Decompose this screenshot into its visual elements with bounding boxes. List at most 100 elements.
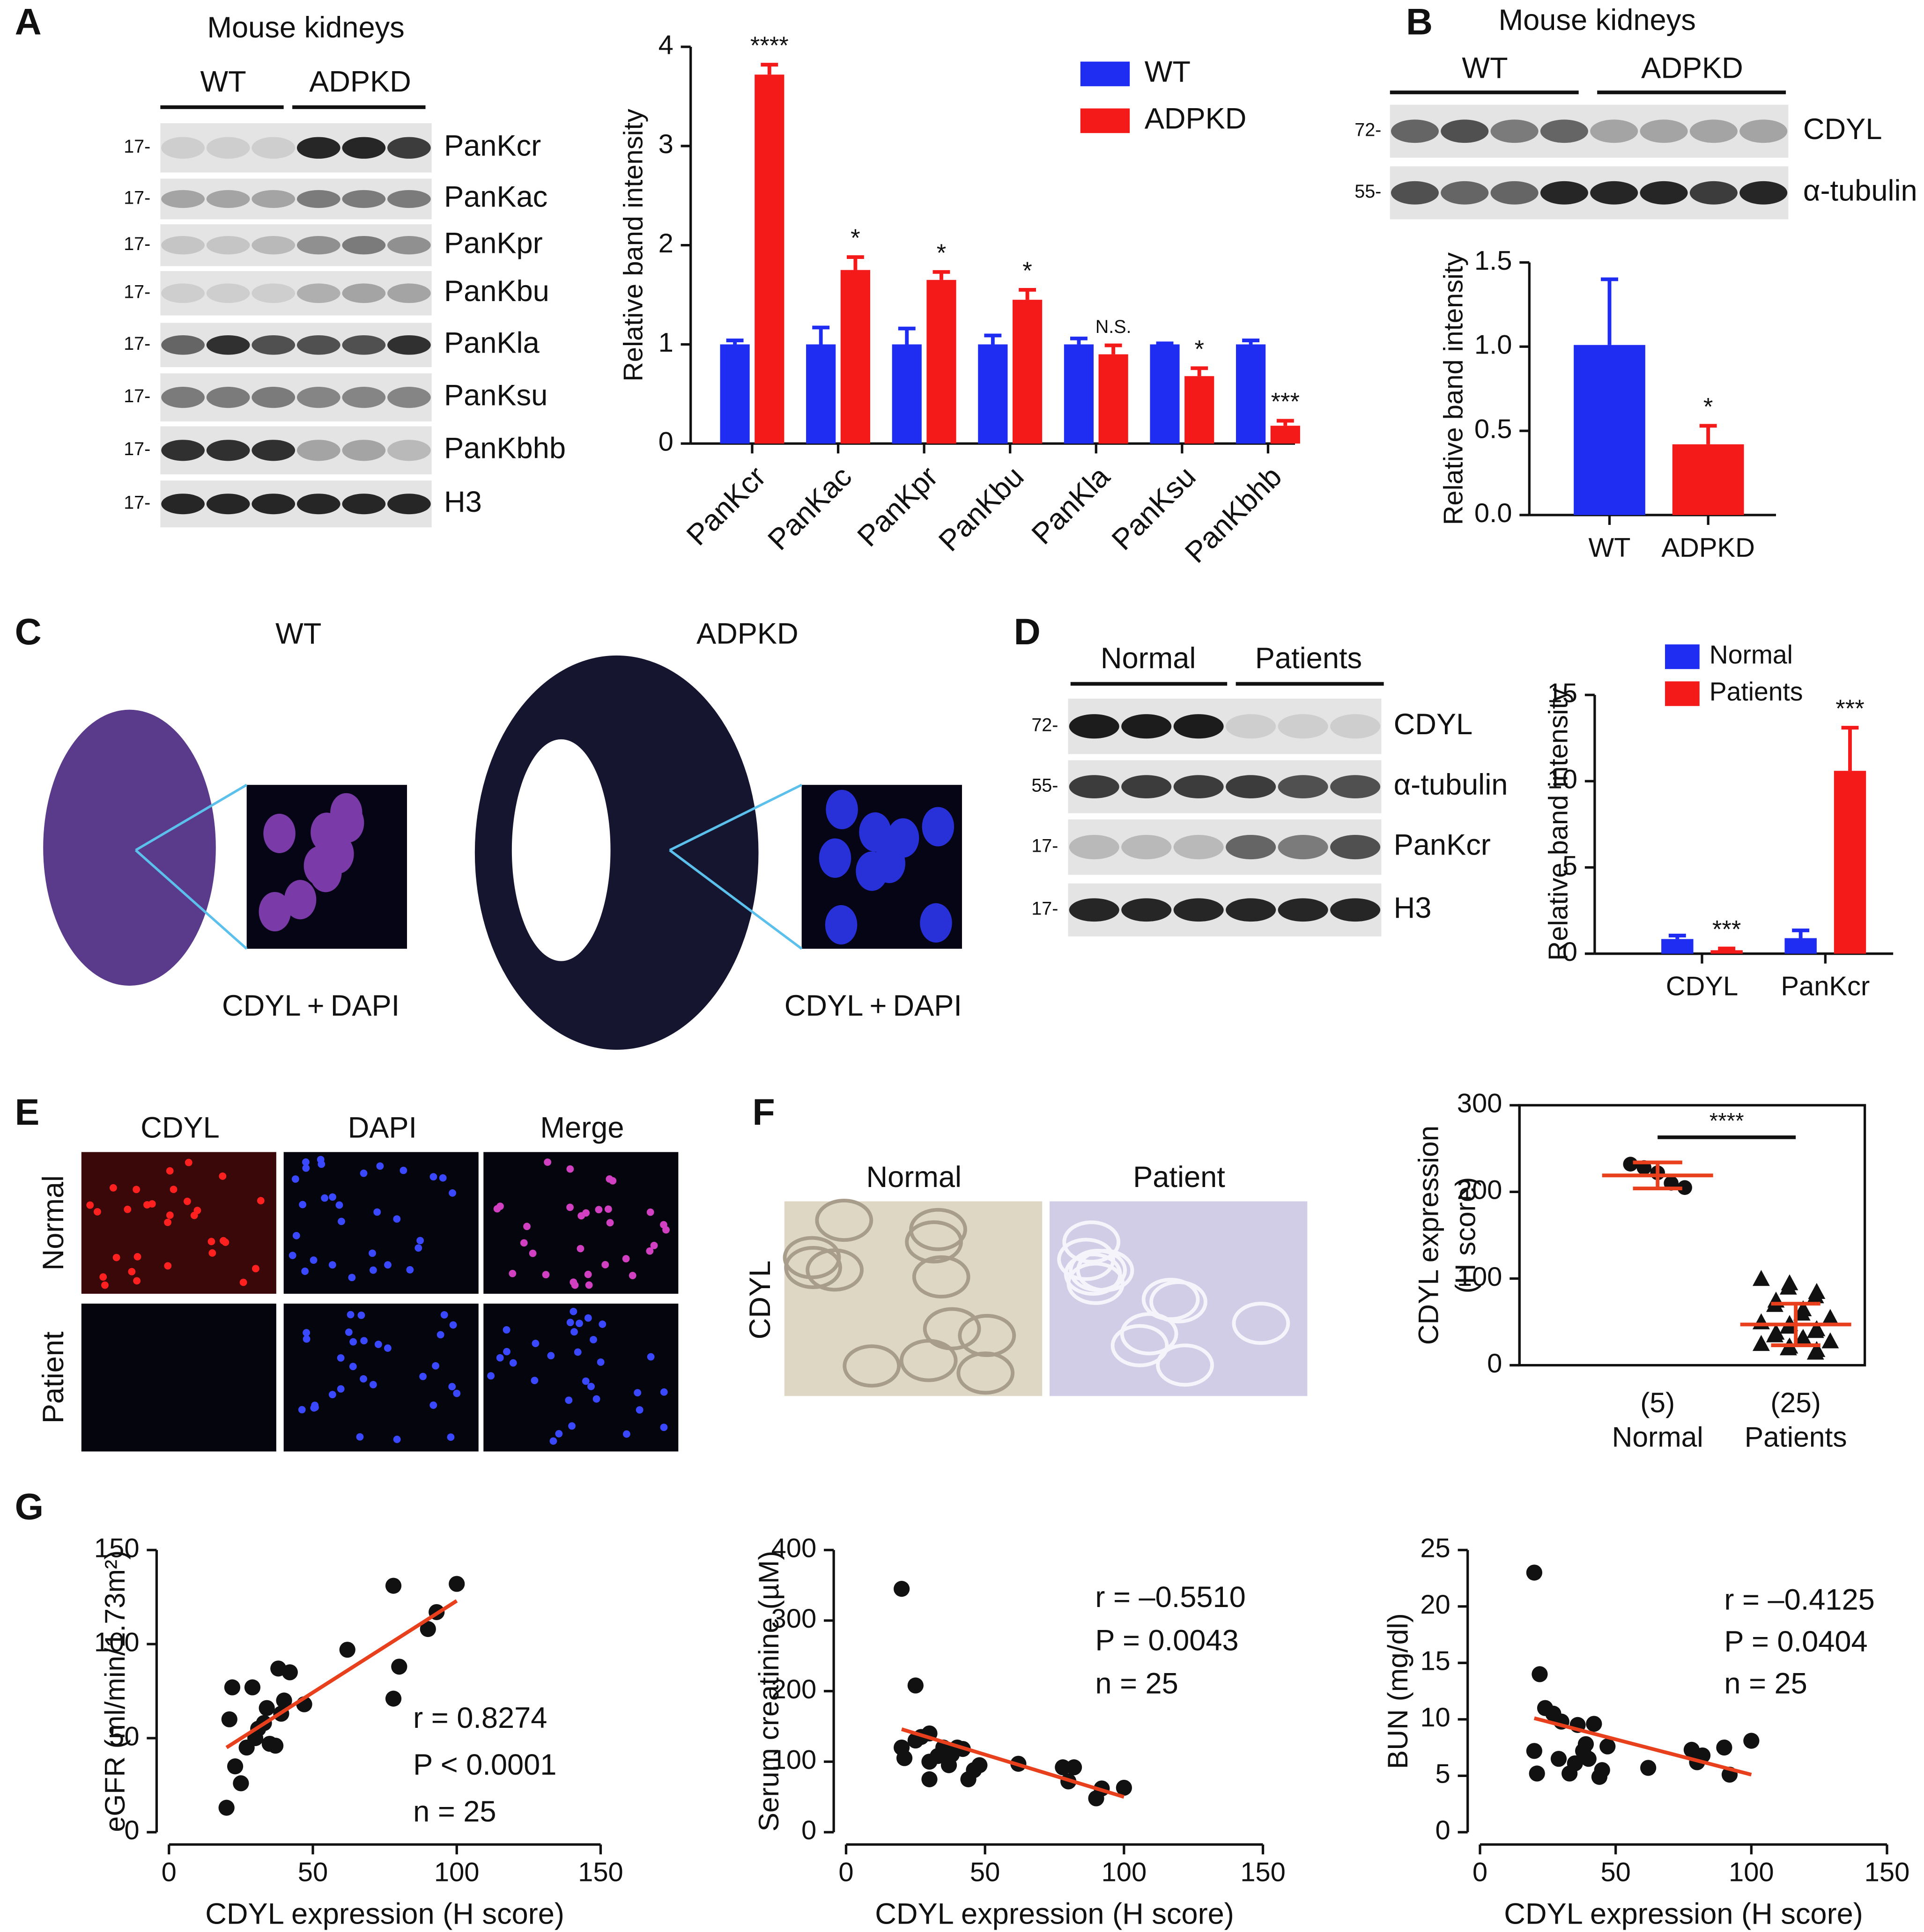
data-point: [1793, 1330, 1811, 1347]
x-tick-label: 0: [162, 1858, 177, 1888]
data-point: [1526, 1743, 1542, 1759]
panel-letter: D: [1014, 611, 1041, 652]
blot-band: [1689, 181, 1738, 205]
blot-band: [387, 387, 431, 408]
blot-band: [161, 335, 205, 355]
y-tick-label: 3: [659, 129, 673, 159]
blot-band: [1278, 835, 1328, 860]
cell: [184, 1197, 191, 1205]
mw-marker: 17-: [124, 282, 150, 302]
x-tick-label: PanKpr: [851, 460, 944, 553]
inset-pointer: [669, 783, 802, 852]
blot-band: [1069, 714, 1119, 739]
cell: [437, 1331, 444, 1339]
blot-band: [387, 440, 431, 461]
significance: *: [1703, 393, 1713, 420]
cell: [453, 1389, 461, 1397]
cell: [303, 1329, 311, 1337]
cell: [400, 1166, 407, 1174]
cell: [636, 1406, 644, 1414]
data-point: [1550, 1751, 1567, 1767]
blot-band: [1391, 119, 1439, 143]
y-tick-label: 200: [1457, 1175, 1502, 1205]
mw-marker: 72-: [1031, 715, 1058, 736]
band-label: PanKcr: [444, 129, 541, 162]
cyst: [511, 739, 611, 961]
mw-marker: 17-: [1031, 899, 1058, 919]
mw-marker: 72-: [1354, 120, 1381, 140]
significance: *: [851, 224, 860, 252]
x-tick-label: 0: [1473, 1858, 1487, 1888]
cell: [660, 1221, 667, 1229]
cell: [292, 1231, 300, 1239]
annotation: n = 25: [1095, 1667, 1178, 1700]
fit-line: [1533, 1716, 1752, 1777]
micrograph: [81, 1303, 276, 1452]
cell: [310, 1256, 318, 1264]
cell: [220, 1237, 227, 1245]
cell: [252, 1265, 259, 1273]
mw-marker: 17-: [124, 493, 150, 513]
fit-line: [225, 1599, 458, 1749]
significance: ***: [1271, 388, 1300, 416]
cell: [360, 1169, 368, 1177]
blot-band: [161, 283, 205, 303]
cell: [291, 1175, 299, 1183]
blot-band: [1278, 714, 1328, 739]
cell: [590, 1336, 597, 1343]
y-tick-label: 0: [124, 1815, 139, 1845]
mw-marker: 17-: [124, 187, 150, 208]
significance: *: [1022, 257, 1032, 285]
nucleus: [856, 851, 888, 891]
cell: [623, 1430, 630, 1438]
annotation: n = 25: [413, 1795, 496, 1828]
cell: [302, 1164, 310, 1172]
x-tick-label: (25): [1770, 1386, 1821, 1418]
row-label: CDYL: [744, 1261, 777, 1339]
tissue: [1066, 1261, 1125, 1305]
blot-band: [252, 335, 296, 355]
cell: [571, 1281, 579, 1289]
cell: [532, 1340, 540, 1347]
x-tick-label: PanKla: [1025, 460, 1116, 551]
bar: [926, 280, 956, 444]
nucleus: [825, 905, 858, 945]
x-tick-label: (5): [1640, 1386, 1675, 1418]
blot-band: [296, 137, 340, 159]
bar: [1150, 344, 1180, 444]
cell: [584, 1270, 592, 1278]
bar: [978, 344, 1008, 444]
blot-band: [161, 190, 205, 208]
blot-band: [1590, 119, 1638, 143]
cell: [604, 1205, 612, 1213]
blot-band: [387, 283, 431, 303]
cell: [629, 1272, 636, 1279]
legend-label: Patients: [1709, 677, 1803, 706]
blot-band: [1330, 775, 1381, 799]
y-tick-label: 0: [801, 1815, 816, 1845]
data-point: [1752, 1313, 1770, 1329]
x-axis-label: CDYL expression (H score): [875, 1897, 1234, 1930]
blot-band: [387, 190, 431, 208]
cell: [496, 1354, 504, 1362]
stain-label: +: [307, 989, 325, 1022]
cell: [566, 1165, 574, 1173]
panel-letter: C: [15, 611, 42, 652]
data-point: [1821, 1332, 1839, 1349]
cell: [439, 1174, 447, 1182]
cell: [549, 1437, 557, 1445]
blot-band: [206, 440, 250, 461]
cell: [360, 1337, 368, 1345]
cell: [133, 1186, 141, 1194]
x-tick-label: Normal: [1612, 1421, 1703, 1453]
nucleus: [887, 818, 919, 858]
blot-band: [1173, 775, 1224, 799]
bar: [1270, 426, 1300, 444]
blot-band: [161, 137, 205, 159]
blot-strip: [160, 178, 432, 220]
x-tick-label: CDYL: [1666, 972, 1739, 1002]
cell: [376, 1162, 384, 1170]
y-tick-label: 100: [1457, 1262, 1502, 1292]
group-label: WT: [200, 66, 246, 98]
bar: [1184, 376, 1214, 444]
